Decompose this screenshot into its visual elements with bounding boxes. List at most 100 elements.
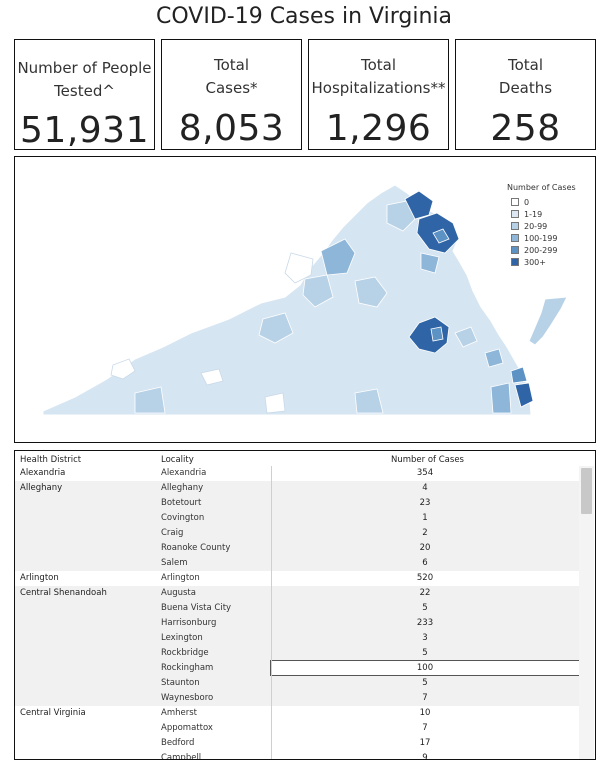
- cell-locality: Rockbridge: [161, 648, 209, 658]
- table-row[interactable]: Staunton 5: [15, 676, 580, 691]
- table-row[interactable]: Roanoke County 20: [15, 541, 580, 556]
- legend-title: Number of Cases: [507, 183, 576, 192]
- cell-number-of-cases[interactable]: 3: [422, 633, 428, 643]
- locality-200-299[interactable]: [430, 326, 444, 342]
- kpi-value: 1,296: [325, 108, 432, 149]
- cell-number-of-cases[interactable]: 5: [422, 603, 428, 613]
- legend-label: 20-99: [524, 221, 548, 231]
- eastern-shore[interactable]: [528, 296, 568, 346]
- locality-zero[interactable]: [264, 392, 286, 414]
- legend-item[interactable]: 20-99: [511, 220, 576, 232]
- table-scrollbar[interactable]: [579, 466, 594, 759]
- cell-locality: Lexington: [161, 633, 203, 643]
- table-row[interactable]: Arlington Arlington 520: [15, 571, 580, 586]
- locality-20-99[interactable]: [354, 276, 388, 308]
- table-row[interactable]: Waynesboro 7: [15, 691, 580, 706]
- locality-300-plus[interactable]: [404, 190, 434, 220]
- locality-20-99[interactable]: [420, 252, 440, 274]
- locality-300-plus[interactable]: [408, 316, 450, 354]
- table-row[interactable]: Central Shenandoah Augusta 22: [15, 586, 580, 601]
- virginia-map-panel[interactable]: Number of Cases 0 1-19 20-99 100-199 200…: [14, 156, 596, 443]
- cell-number-of-cases[interactable]: 6: [422, 558, 428, 568]
- cell-number-of-cases[interactable]: 9: [422, 753, 428, 760]
- column-header-number-of-cases[interactable]: Number of Cases: [391, 455, 464, 465]
- cell-number-of-cases[interactable]: 1: [422, 513, 428, 523]
- cell-number-of-cases[interactable]: 23: [419, 498, 431, 508]
- table-row[interactable]: Appomattox 7: [15, 721, 580, 736]
- locality-20-99[interactable]: [484, 348, 504, 368]
- cell-locality: Alleghany: [161, 483, 204, 493]
- cell-health-district: Central Virginia: [20, 708, 86, 718]
- legend-label: 200-299: [524, 245, 558, 255]
- table-row[interactable]: Covington 1: [15, 511, 580, 526]
- locality-20-99[interactable]: [134, 386, 166, 414]
- table-header: Health District Locality Number of Cases: [15, 451, 595, 468]
- cell-number-of-cases[interactable]: 5: [422, 678, 428, 688]
- cell-number-of-cases[interactable]: 233: [416, 618, 434, 628]
- cell-locality: Campbell: [161, 753, 202, 760]
- table-row[interactable]: Bedford 17: [15, 736, 580, 751]
- cell-number-of-cases[interactable]: 2: [422, 528, 428, 538]
- cell-number-of-cases[interactable]: 100: [270, 660, 580, 676]
- cell-locality: Roanoke County: [161, 543, 231, 553]
- locality-20-99[interactable]: [454, 326, 478, 348]
- locality-zero[interactable]: [110, 358, 136, 380]
- legend-item[interactable]: 300+: [511, 256, 576, 268]
- kpi-people-tested: Number of People Tested^ 51,931: [14, 39, 155, 151]
- locality-zero[interactable]: [200, 368, 224, 386]
- table-row[interactable]: Central Virginia Amherst 10: [15, 706, 580, 721]
- legend-item[interactable]: 200-299: [511, 244, 576, 256]
- cell-number-of-cases[interactable]: 17: [419, 738, 431, 748]
- legend-label: 300+: [524, 257, 546, 267]
- kpi-label: Number of People Tested^: [17, 59, 152, 100]
- locality-20-99[interactable]: [320, 238, 356, 276]
- cell-number-of-cases[interactable]: 5: [422, 648, 428, 658]
- locality-300-plus[interactable]: [514, 382, 534, 408]
- cell-number-of-cases[interactable]: 22: [419, 588, 431, 598]
- scrollbar-thumb[interactable]: [581, 468, 592, 514]
- cases-table[interactable]: Health District Locality Number of Cases…: [14, 450, 596, 760]
- cell-number-of-cases[interactable]: 520: [416, 573, 434, 583]
- table-row[interactable]: Salem 6: [15, 556, 580, 571]
- locality-zero[interactable]: [284, 252, 314, 284]
- table-row[interactable]: Alleghany Alleghany 4: [15, 481, 580, 496]
- locality-20-99[interactable]: [490, 382, 512, 414]
- kpi-label: Total Deaths: [498, 56, 553, 97]
- cell-number-of-cases[interactable]: 20: [419, 543, 431, 553]
- legend-item[interactable]: 1-19: [511, 208, 576, 220]
- cell-number-of-cases[interactable]: 4: [422, 483, 428, 493]
- cell-number-of-cases[interactable]: 10: [419, 708, 431, 718]
- legend-swatch: [511, 222, 519, 230]
- cell-number-of-cases[interactable]: 354: [416, 468, 434, 478]
- cell-number-of-cases[interactable]: 7: [422, 723, 428, 733]
- state-outline[interactable]: [42, 184, 532, 416]
- cell-locality: Waynesboro: [161, 693, 214, 703]
- table-row[interactable]: Botetourt 23: [15, 496, 580, 511]
- locality-20-99[interactable]: [354, 388, 384, 414]
- table-row[interactable]: Alexandria Alexandria 354: [15, 466, 580, 481]
- table-row[interactable]: Rockingham 100: [15, 660, 580, 676]
- kpi-label: Total Cases*: [205, 56, 258, 97]
- locality-20-99[interactable]: [386, 200, 416, 232]
- locality-20-99[interactable]: [302, 274, 334, 308]
- locality-20-99[interactable]: [258, 312, 294, 344]
- table-row[interactable]: Craig 2: [15, 526, 580, 541]
- table-row[interactable]: Harrisonburg 233: [15, 616, 580, 631]
- cell-health-district: Central Shenandoah: [20, 588, 107, 598]
- legend-item[interactable]: 100-199: [511, 232, 576, 244]
- column-header-health-district[interactable]: Health District: [20, 455, 82, 465]
- locality-100-199[interactable]: [510, 366, 528, 384]
- cell-locality: Staunton: [161, 678, 200, 688]
- legend-label: 1-19: [524, 209, 543, 219]
- table-row[interactable]: Campbell 9: [15, 751, 580, 760]
- legend-label: 0: [524, 197, 530, 207]
- column-header-locality[interactable]: Locality: [161, 455, 194, 465]
- table-row[interactable]: Lexington 3: [15, 631, 580, 646]
- cell-number-of-cases[interactable]: 7: [422, 693, 428, 703]
- legend-item[interactable]: 0: [511, 196, 576, 208]
- locality-200-299[interactable]: [432, 228, 450, 244]
- table-row[interactable]: Rockbridge 5: [15, 646, 580, 661]
- virginia-choropleth-map[interactable]: [15, 157, 595, 442]
- table-row[interactable]: Buena Vista City 5: [15, 601, 580, 616]
- cell-health-district: Arlington: [20, 573, 59, 583]
